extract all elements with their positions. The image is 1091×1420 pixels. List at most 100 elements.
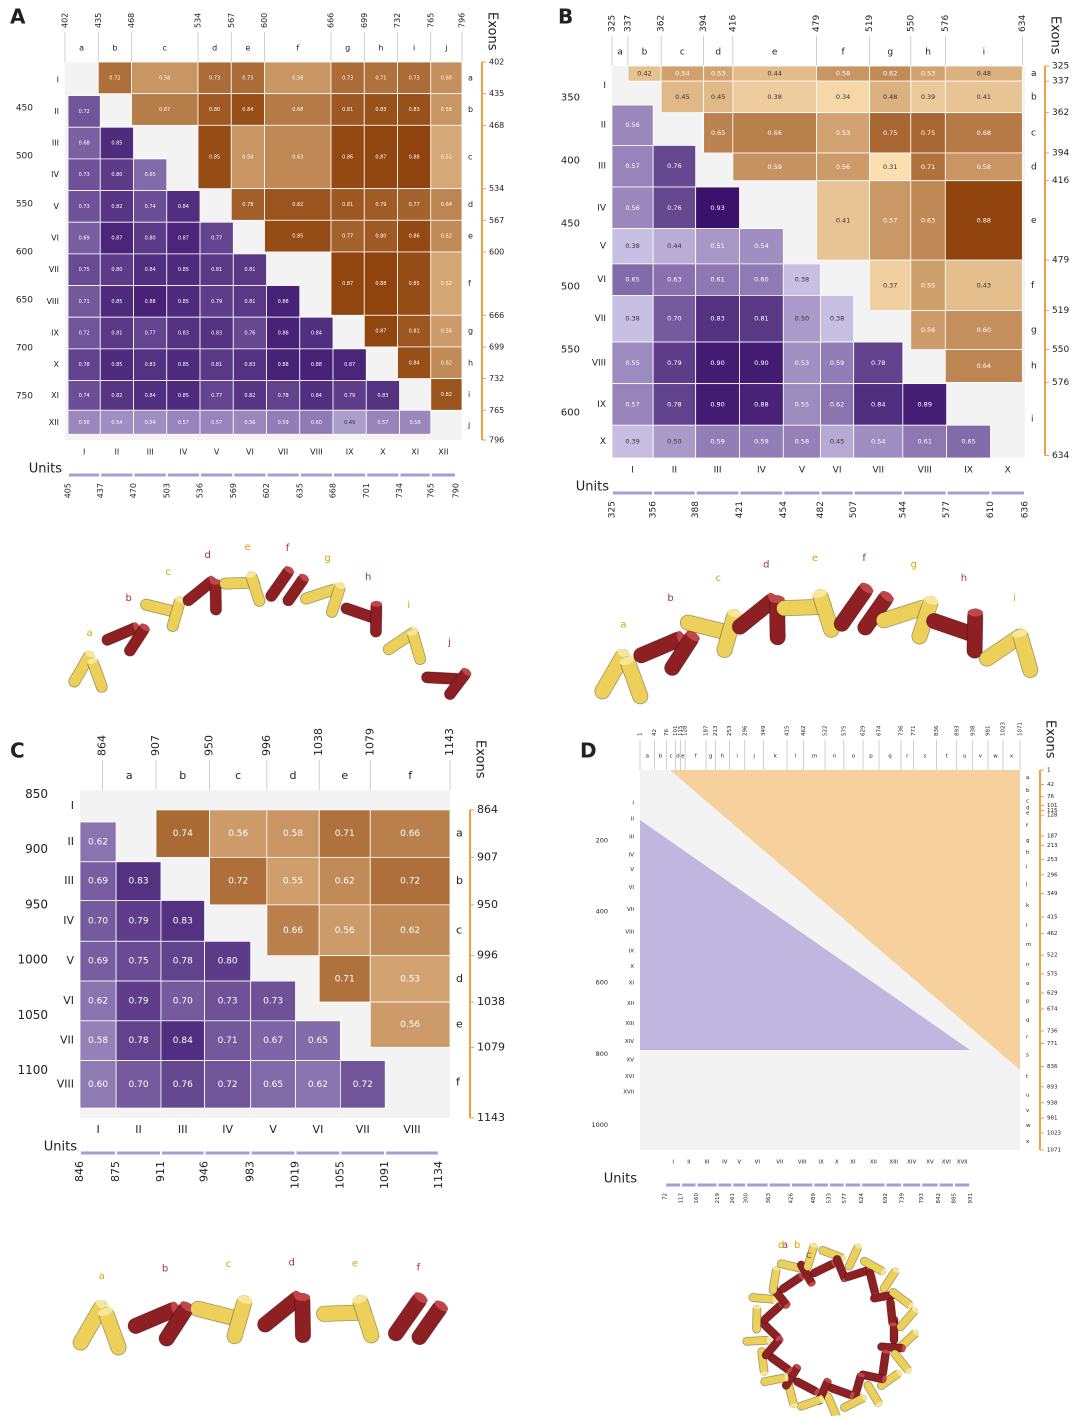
unit-cell-label: 0.70 — [88, 916, 108, 926]
unit-cell-label: 0.78 — [129, 1036, 149, 1046]
unit-label-bottom: IV — [757, 466, 767, 476]
unit-cell-label: 0.78 — [79, 362, 90, 368]
exon-cell-label: 0.62 — [400, 926, 420, 936]
exon-letter-top: s — [924, 754, 927, 760]
residue-tick-label: 550 — [16, 199, 33, 209]
unit-cell-label: 0.83 — [710, 315, 724, 323]
exon-letter-top: g — [709, 754, 713, 760]
helix — [743, 1336, 771, 1345]
exon-letter-right: e — [1031, 216, 1037, 226]
exon-boundary-label: 765 — [426, 13, 435, 28]
unit-cell-label: 0.83 — [173, 916, 193, 926]
residue-tick-label: 400 — [561, 156, 580, 167]
unit-cell-label: 0.85 — [178, 393, 189, 399]
exon-axis-label: 1071 — [1047, 1148, 1061, 1154]
unit-label-bottom: X — [1005, 466, 1011, 476]
unit-label-bottom: VIII — [918, 466, 932, 476]
unit-label-bottom: V — [269, 1123, 277, 1136]
exon-cell-label: 0.87 — [375, 329, 386, 335]
unit-label-bottom: II — [115, 448, 120, 457]
unit-boundary-label: 363 — [766, 1193, 772, 1204]
unit-cell-label: 0.73 — [79, 172, 90, 178]
exon-cell-label: 0.58 — [441, 107, 452, 113]
exon-letter-right: d — [456, 972, 463, 985]
exon-cell-label: 0.58 — [159, 75, 170, 81]
exon-boundary-label: 468 — [127, 13, 136, 28]
exon-cell-label: 0.60 — [977, 326, 991, 334]
unit-cell-label: 0.50 — [667, 438, 681, 446]
exons-title: Exons — [1043, 720, 1058, 759]
panel-letter: A — [10, 5, 26, 29]
structure-exon-label: j — [447, 637, 451, 648]
helix-body — [743, 1336, 771, 1345]
unit-boundary-label: 668 — [329, 483, 338, 498]
exon-boundary-label: 864 — [95, 735, 108, 756]
exon-boundary-label: 1079 — [363, 728, 376, 756]
exon-cell-label: 0.44 — [767, 70, 781, 78]
unit-label-bottom: XVII — [957, 1160, 968, 1166]
exon-boundary-label: 519 — [865, 15, 875, 32]
exon-cell-label: 0.41 — [836, 216, 850, 224]
unit-boundary-label: 503 — [162, 483, 171, 498]
unit-segment — [903, 1184, 920, 1187]
exon-letter-right: m — [1026, 942, 1031, 948]
unit-cell-label: 0.90 — [710, 400, 724, 408]
exon-cell-label: 0.58 — [977, 163, 991, 171]
helix — [878, 1349, 890, 1378]
unit-boundary-label: 1091 — [378, 1161, 391, 1189]
unit-boundary-label: 624 — [859, 1193, 865, 1204]
unit-label-left: V — [600, 242, 607, 252]
unit-segment — [855, 492, 902, 495]
exon-axis-label: 402 — [489, 58, 504, 67]
exon-letter-right: a — [1031, 69, 1037, 79]
exon-cell-label: 0.52 — [441, 281, 452, 287]
unit-cell-label: 0.60 — [311, 420, 322, 426]
unit-segment — [792, 1184, 812, 1187]
unit-label-bottom: VIII — [310, 448, 323, 457]
helix — [370, 601, 382, 637]
exon-cell-label: 0.75 — [883, 129, 897, 137]
unit-cell-label: 0.61 — [917, 438, 931, 446]
structure-exon-label: b — [126, 593, 132, 604]
exon-cell-label: 0.72 — [228, 877, 248, 887]
exon-cell-label: 0.62 — [441, 234, 452, 240]
helix — [895, 1306, 919, 1332]
unit-label-bottom: IX — [818, 1160, 824, 1166]
unit-label-left: II — [68, 835, 75, 848]
unit-label-bottom: IX — [964, 466, 973, 476]
unit-label-bottom: XV — [926, 1160, 934, 1166]
structure-exon-label: c — [806, 1250, 812, 1261]
exons-title: Exons — [1048, 16, 1063, 55]
unit-segment — [904, 492, 946, 495]
exon-cell-label: 0.58 — [283, 829, 303, 839]
exon-boundary-label: 1038 — [312, 728, 325, 756]
exon-cell-label: 0.81 — [409, 329, 420, 335]
structure-exon-label: d — [288, 1258, 294, 1269]
unit-cell-label: 0.65 — [145, 172, 156, 178]
unit-cell-label: 0.67 — [263, 1036, 283, 1046]
exon-axis-label: 699 — [489, 342, 504, 351]
exon-cell-label: 0.80 — [209, 107, 220, 113]
exon-axis-label: 42 — [1047, 782, 1054, 788]
unit-boundary-label: 635 — [295, 483, 304, 498]
exon-axis-label: 893 — [1047, 1084, 1058, 1090]
unit-label-bottom: III — [705, 1160, 710, 1166]
unit-cell-label: 0.79 — [129, 996, 149, 1006]
exon-cell-label: 0.77 — [409, 202, 420, 208]
unit-cell-label: 0.45 — [830, 438, 844, 446]
unit-cell-label: 0.71 — [79, 299, 90, 305]
unit-boundary-label: 875 — [109, 1161, 122, 1182]
exon-letter-right: v — [1026, 1108, 1030, 1114]
exon-letter-right: c — [1026, 799, 1029, 805]
exon-axis-label: 76 — [1047, 794, 1054, 800]
unit-cell-label: 0.54 — [754, 242, 768, 250]
unit-cell-label: 0.81 — [111, 331, 122, 337]
exon-cell-label: 0.45 — [675, 93, 689, 101]
exon-axis-label: 337 — [1052, 77, 1069, 87]
unit-cell-label: 0.59 — [830, 359, 844, 367]
exon-cell-label: 0.85 — [292, 234, 303, 240]
exon-letter-top: e — [681, 754, 685, 760]
exon-letter-top: f — [296, 44, 299, 53]
unit-label-left: IV — [629, 852, 635, 858]
unit-segment — [955, 1184, 969, 1187]
